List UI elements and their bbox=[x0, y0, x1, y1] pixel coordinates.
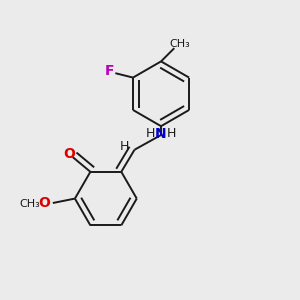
Text: O: O bbox=[63, 147, 75, 160]
Text: CH₃: CH₃ bbox=[19, 199, 40, 209]
Text: N: N bbox=[155, 127, 167, 140]
Text: H: H bbox=[146, 127, 155, 140]
Text: F: F bbox=[105, 64, 114, 78]
Text: O: O bbox=[39, 196, 50, 210]
Text: CH₃: CH₃ bbox=[170, 39, 190, 49]
Text: H: H bbox=[167, 127, 176, 140]
Text: H: H bbox=[120, 140, 130, 153]
